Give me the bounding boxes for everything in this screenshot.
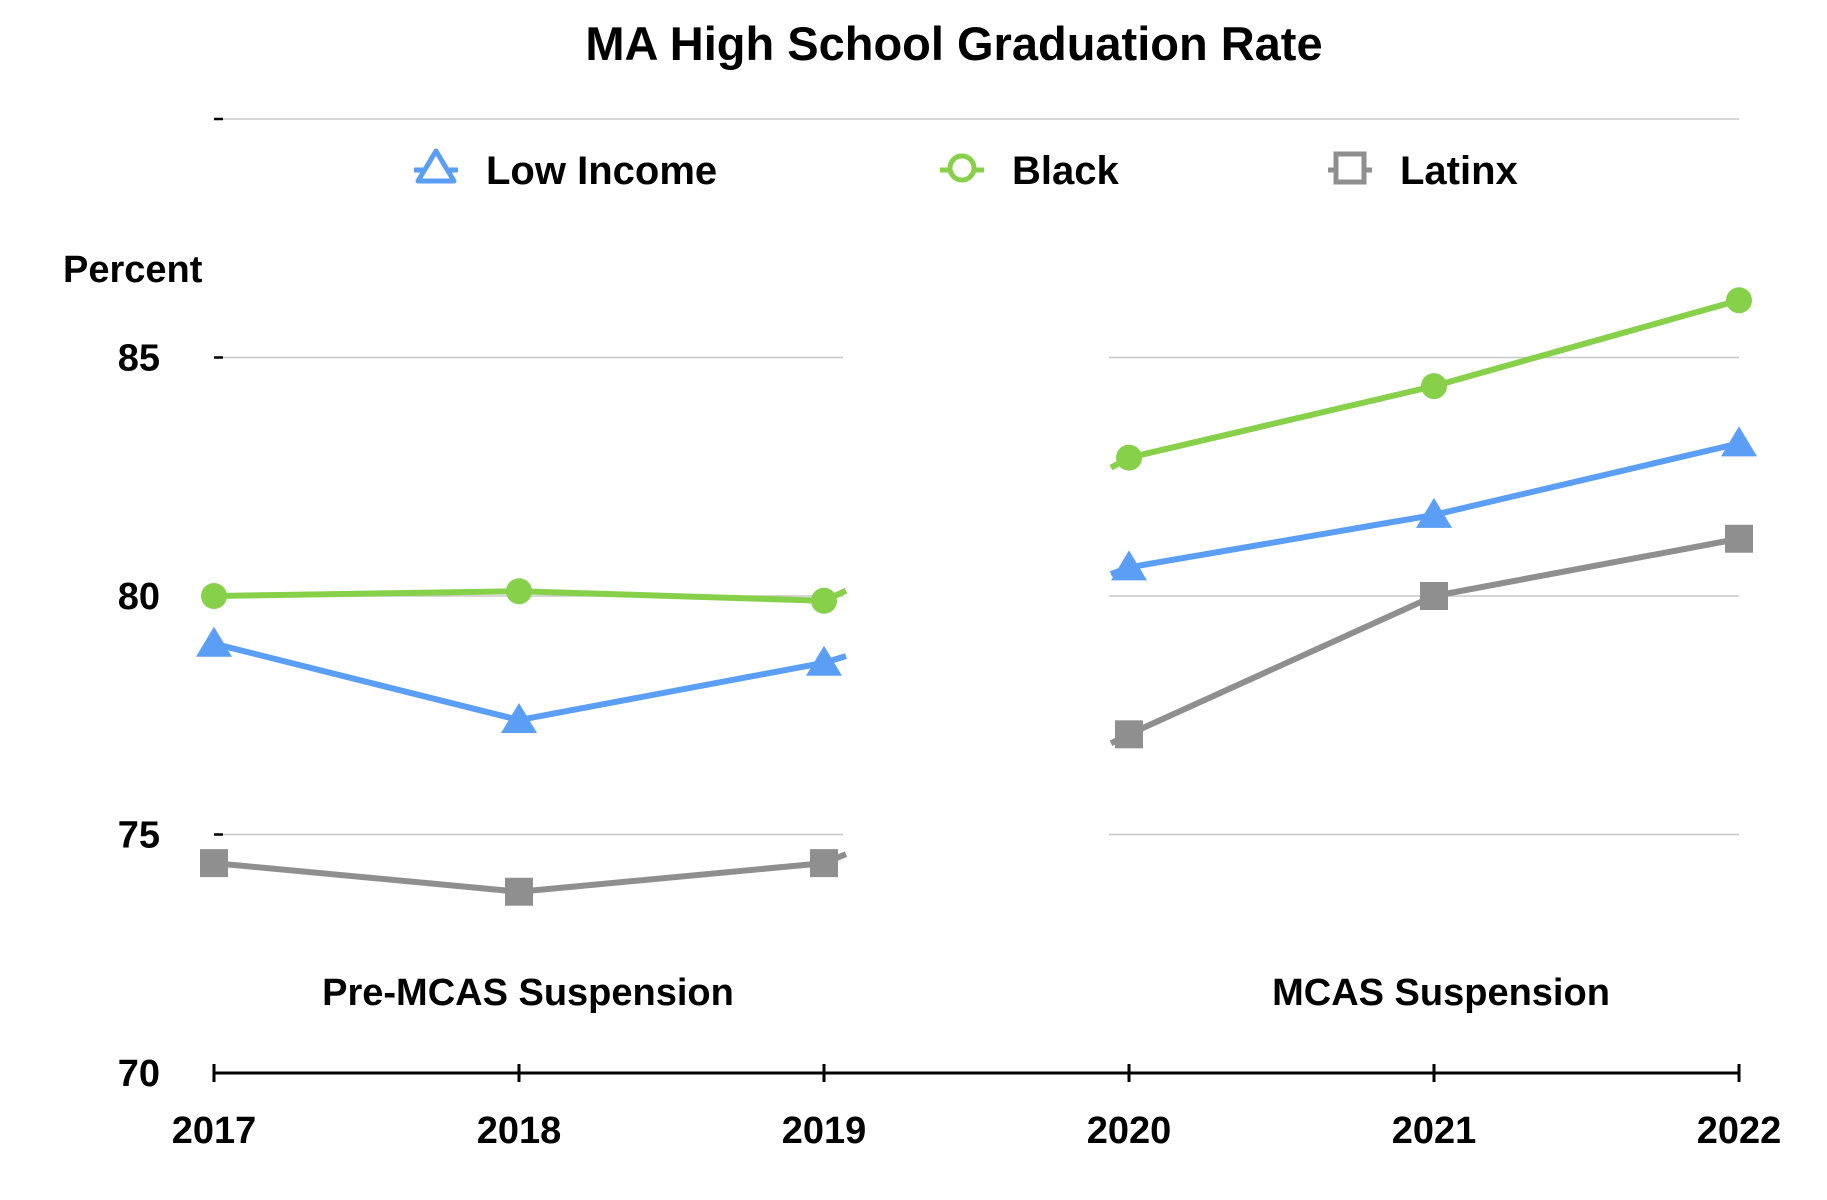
x-tick-label: 2019	[782, 1110, 867, 1152]
legend-label: Low Income	[486, 149, 717, 193]
legend-label: Latinx	[1400, 149, 1518, 193]
legend-item: Latinx	[1328, 149, 1518, 193]
data-point	[1421, 373, 1447, 400]
data-point	[1721, 426, 1757, 457]
x-tick-label: 2020	[1087, 1110, 1172, 1152]
data-point	[1111, 550, 1147, 581]
section-label-suspension: MCAS Suspension	[1272, 972, 1610, 1014]
legend-item: Black	[940, 149, 1119, 193]
y-tick-label: 80	[118, 576, 160, 618]
data-point	[1725, 524, 1753, 553]
y-tick-label: 70	[118, 1053, 160, 1095]
series-latinx	[200, 524, 1753, 906]
x-tick-label: 2018	[477, 1110, 562, 1152]
data-point	[506, 578, 532, 605]
legend-item: Low Income	[414, 148, 717, 193]
series-black	[201, 287, 1752, 614]
data-point	[811, 587, 837, 614]
series-low-income	[196, 426, 1757, 734]
data-point	[1416, 497, 1452, 528]
legend-label: Black	[1012, 149, 1119, 193]
x-tick-label: 2022	[1697, 1110, 1782, 1152]
y-tick-label: 85	[118, 338, 160, 380]
data-point	[196, 626, 232, 657]
data-point	[200, 849, 228, 878]
data-point	[806, 645, 842, 676]
data-point	[1420, 582, 1448, 610]
data-point	[1726, 287, 1752, 314]
data-point	[201, 583, 227, 609]
y-axis-label: Percent	[63, 249, 203, 291]
x-tick-label: 2021	[1392, 1110, 1477, 1152]
legend-square-icon	[1333, 151, 1367, 185]
data-point	[810, 849, 838, 878]
data-point	[501, 703, 537, 734]
y-tick-label: 75	[118, 815, 160, 857]
series-line	[1109, 535, 1740, 747]
data-point	[1115, 720, 1143, 749]
legend-triangle-icon	[415, 148, 457, 184]
data-point	[505, 877, 533, 906]
data-point	[1116, 444, 1142, 471]
series-line	[213, 640, 847, 724]
chart-title: MA High School Graduation Rate	[585, 17, 1322, 70]
section-label-pre: Pre-MCAS Suspension	[322, 972, 734, 1014]
legend-circle-icon	[947, 153, 977, 183]
x-tick-label: 2017	[172, 1110, 257, 1152]
